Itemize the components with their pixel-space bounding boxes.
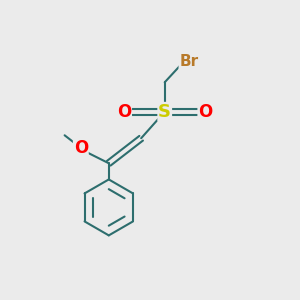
Text: O: O (198, 103, 212, 121)
Text: O: O (74, 139, 88, 157)
Text: S: S (158, 103, 171, 121)
Text: Br: Br (179, 54, 198, 69)
Text: O: O (117, 103, 131, 121)
